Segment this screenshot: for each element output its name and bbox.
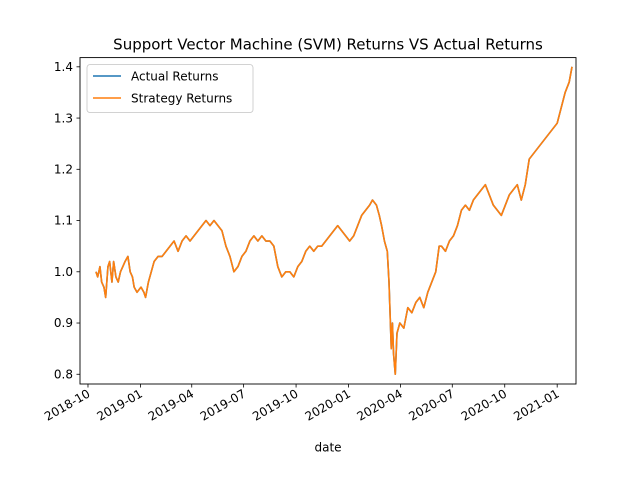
- x-tick-label: 2018-10: [42, 386, 92, 423]
- legend-label-actual-returns: Actual Returns: [131, 70, 218, 84]
- x-tick-label: 2020-10: [459, 386, 509, 423]
- x-tick-label: 2020-07: [406, 386, 456, 423]
- y-tick-label: 1.3: [54, 111, 73, 125]
- x-tick-label: 2020-01: [303, 386, 353, 423]
- y-tick-label: 1.0: [54, 265, 73, 279]
- legend-label-strategy-returns: Strategy Returns: [131, 92, 232, 106]
- x-tick-label: 2021-01: [511, 386, 561, 423]
- x-tick-label: 2019-07: [198, 386, 248, 423]
- chart-title: Support Vector Machine (SVM) Returns VS …: [113, 36, 543, 54]
- y-tick-label: 1.2: [54, 163, 73, 177]
- x-tick-label: 2019-04: [146, 386, 196, 423]
- y-tick-label: 1.1: [54, 214, 73, 228]
- x-axis: 2018-10 2019-01 2019-04 2019-07 2019-10 2020-…: [42, 384, 562, 424]
- x-tick-label: 2019-01: [95, 386, 145, 423]
- y-tick-label: 0.8: [54, 367, 73, 381]
- x-axis-label: date: [314, 441, 341, 455]
- series-line-strategy-returns: [95, 66, 573, 376]
- legend-frame: [86, 64, 254, 114]
- y-axis: 0.8 0.9 1.0 1.1 1.2 1.3 1.4: [54, 60, 80, 381]
- y-tick-label: 1.4: [54, 60, 73, 74]
- x-tick-label: 2020-04: [354, 386, 404, 423]
- legend: Actual Returns Strategy Returns: [86, 64, 254, 114]
- plot-series-group: [95, 66, 573, 376]
- x-tick-label: 2019-10: [250, 386, 300, 423]
- y-tick-label: 0.9: [54, 316, 73, 330]
